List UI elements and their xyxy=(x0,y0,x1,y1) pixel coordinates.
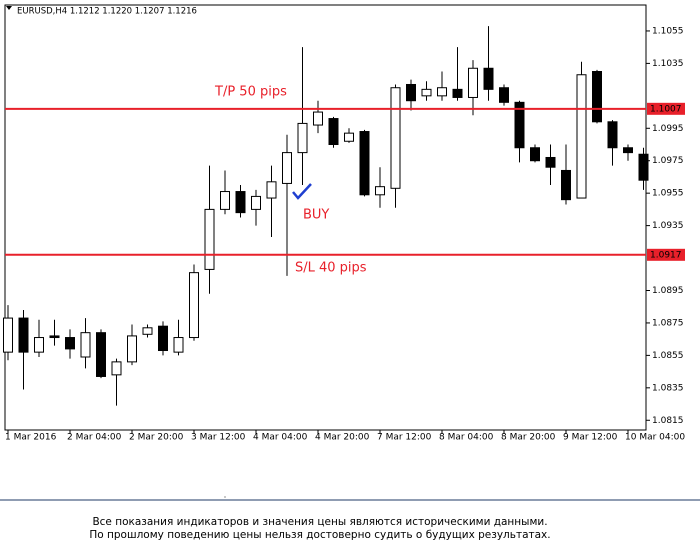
x-tick-label: 4 Mar 04:00 xyxy=(253,433,308,443)
candle-body xyxy=(514,101,525,149)
level-label: S/L 40 pips xyxy=(295,261,367,276)
level-price-label: 1.0917 xyxy=(650,250,682,260)
candle-body xyxy=(437,87,447,97)
x-tick-label: 7 Mar 12:00 xyxy=(377,433,432,443)
dot xyxy=(224,496,226,498)
y-tick-label: 1.0995 xyxy=(652,124,684,134)
y-tick-label: 1.0935 xyxy=(652,221,684,231)
y-tick-label: 1.0975 xyxy=(652,156,684,166)
annotation: BUY xyxy=(303,208,329,223)
candle-body xyxy=(530,147,540,162)
candle-body xyxy=(96,332,106,377)
candle-body xyxy=(204,208,215,270)
candle-body xyxy=(158,325,168,352)
candle-body xyxy=(3,317,13,353)
y-tick-label: 1.0815 xyxy=(652,416,684,426)
chart-title: EURUSD,H4 1.1212 1.1220 1.1207 1.1216 xyxy=(17,7,197,17)
footer-line: По прошлому поведению цены нельзя достов… xyxy=(89,529,550,541)
menu-triangle xyxy=(6,6,12,10)
footer-line: Все показания индикаторов и значения цен… xyxy=(92,516,547,528)
y-tick-label: 1.0955 xyxy=(652,189,684,199)
candle-body xyxy=(592,71,602,123)
candle-body xyxy=(251,195,261,210)
candle-body xyxy=(344,132,354,142)
level-price-label: 1.1007 xyxy=(650,104,682,114)
candle-body xyxy=(18,317,29,353)
candle-body xyxy=(390,87,401,189)
y-tick-label: 1.0875 xyxy=(652,318,684,328)
x-tick-label: 8 Mar 20:00 xyxy=(501,433,556,443)
x-tick-label: 9 Mar 12:00 xyxy=(563,433,618,443)
level-price-box xyxy=(647,102,685,115)
x-tick-label: 2 Mar 04:00 xyxy=(67,433,122,443)
candle-body xyxy=(545,156,556,168)
candle-body xyxy=(127,335,137,363)
candle-body xyxy=(297,122,308,154)
candle-body xyxy=(34,337,44,353)
level-price-box xyxy=(647,248,685,261)
candle-body xyxy=(282,152,292,184)
candle-body xyxy=(220,191,230,210)
candle-body xyxy=(65,337,75,350)
candle-body xyxy=(623,147,633,154)
check-icon xyxy=(292,183,312,200)
y-tick-label: 1.1035 xyxy=(652,59,684,69)
candle-body xyxy=(452,88,463,98)
candle-body xyxy=(328,118,339,146)
x-tick-label: 4 Mar 20:00 xyxy=(315,433,370,443)
x-tick-label: 8 Mar 04:00 xyxy=(439,433,494,443)
x-tick-label: 10 Mar 04:00 xyxy=(625,433,685,443)
candle-body xyxy=(80,332,91,358)
candle-body xyxy=(189,272,199,339)
candle-body xyxy=(406,83,416,102)
candle-body xyxy=(576,74,587,199)
y-tick-label: 1.1055 xyxy=(652,26,684,36)
candle-body xyxy=(173,337,184,353)
y-tick-label: 1.0855 xyxy=(652,351,684,361)
candle-body xyxy=(483,67,494,90)
candle-body xyxy=(607,121,618,149)
candle-body xyxy=(266,181,277,199)
candle-body xyxy=(421,88,432,97)
x-tick-label: 2 Mar 20:00 xyxy=(129,433,184,443)
candle-body xyxy=(142,327,153,335)
candle-body xyxy=(359,131,370,196)
y-tick-label: 1.0835 xyxy=(652,383,684,393)
candle-body xyxy=(111,361,122,376)
candle-body xyxy=(49,335,60,339)
x-tick-label: 1 Mar 2016 xyxy=(5,433,57,443)
candle-body xyxy=(561,169,571,201)
candle-body xyxy=(499,87,509,103)
candle-body xyxy=(468,67,478,98)
candle-body xyxy=(375,186,385,196)
plot-frame xyxy=(4,4,647,431)
candle-body xyxy=(313,111,323,126)
level-label: T/P 50 pips xyxy=(214,85,287,100)
y-tick-label: 1.0895 xyxy=(652,286,684,296)
candle-body xyxy=(235,191,246,214)
candle-body xyxy=(638,153,649,181)
x-tick-label: 3 Mar 12:00 xyxy=(191,433,246,443)
